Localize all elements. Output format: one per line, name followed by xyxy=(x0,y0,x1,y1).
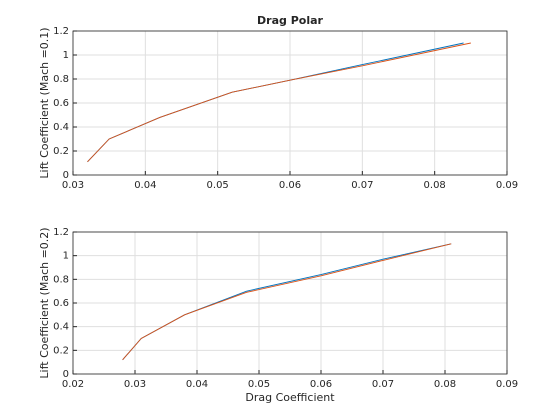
x-tick-label: 0.05 xyxy=(207,180,229,191)
y-tick-label: 0 xyxy=(63,369,69,380)
x-tick-label: 0.04 xyxy=(134,180,156,191)
axes-box xyxy=(72,231,508,375)
x-tick-label: 0.06 xyxy=(279,180,301,191)
y-tick-label: 0.2 xyxy=(53,146,69,157)
x-tick-label: 0.09 xyxy=(496,180,518,191)
x-tick-label: 0.07 xyxy=(351,180,373,191)
y-tick-label: 0.6 xyxy=(53,298,69,309)
y-tick-label: 1.2 xyxy=(53,26,69,37)
y-tick-label: 0.6 xyxy=(53,98,69,109)
x-tick-label: 0.05 xyxy=(248,379,270,390)
axes-box xyxy=(72,30,508,176)
data-line xyxy=(87,42,471,163)
x-axis-label: Drag Coefficient xyxy=(245,391,335,404)
y-tick-label: 0 xyxy=(63,170,69,181)
x-tick-label: 0.08 xyxy=(434,379,456,390)
data-line xyxy=(122,243,452,361)
x-tick-label: 0.03 xyxy=(62,180,84,191)
x-tick-label: 0.04 xyxy=(186,379,208,390)
x-tick-label: 0.09 xyxy=(496,379,518,390)
y-tick-label: 1 xyxy=(63,50,69,61)
x-tick-label: 0.06 xyxy=(310,379,332,390)
y-tick-label: 0.2 xyxy=(53,345,69,356)
x-tick-label: 0.07 xyxy=(372,379,394,390)
x-tick-label: 0.02 xyxy=(62,379,84,390)
y-tick-label: 0.4 xyxy=(53,322,69,333)
x-tick-label: 0.03 xyxy=(124,379,146,390)
y-axis-label: Lift Coefficient (Mach =0.2) xyxy=(38,227,51,378)
y-axis-label: Lift Coefficient (Mach =0.1) xyxy=(38,27,51,178)
y-tick-label: 0.4 xyxy=(53,122,69,133)
y-tick-label: 0.8 xyxy=(53,274,69,285)
x-tick-label: 0.08 xyxy=(424,180,446,191)
y-tick-label: 0.8 xyxy=(53,74,69,85)
y-tick-label: 1 xyxy=(63,251,69,262)
chart-title: Drag Polar xyxy=(257,14,323,27)
y-tick-label: 1.2 xyxy=(53,227,69,238)
